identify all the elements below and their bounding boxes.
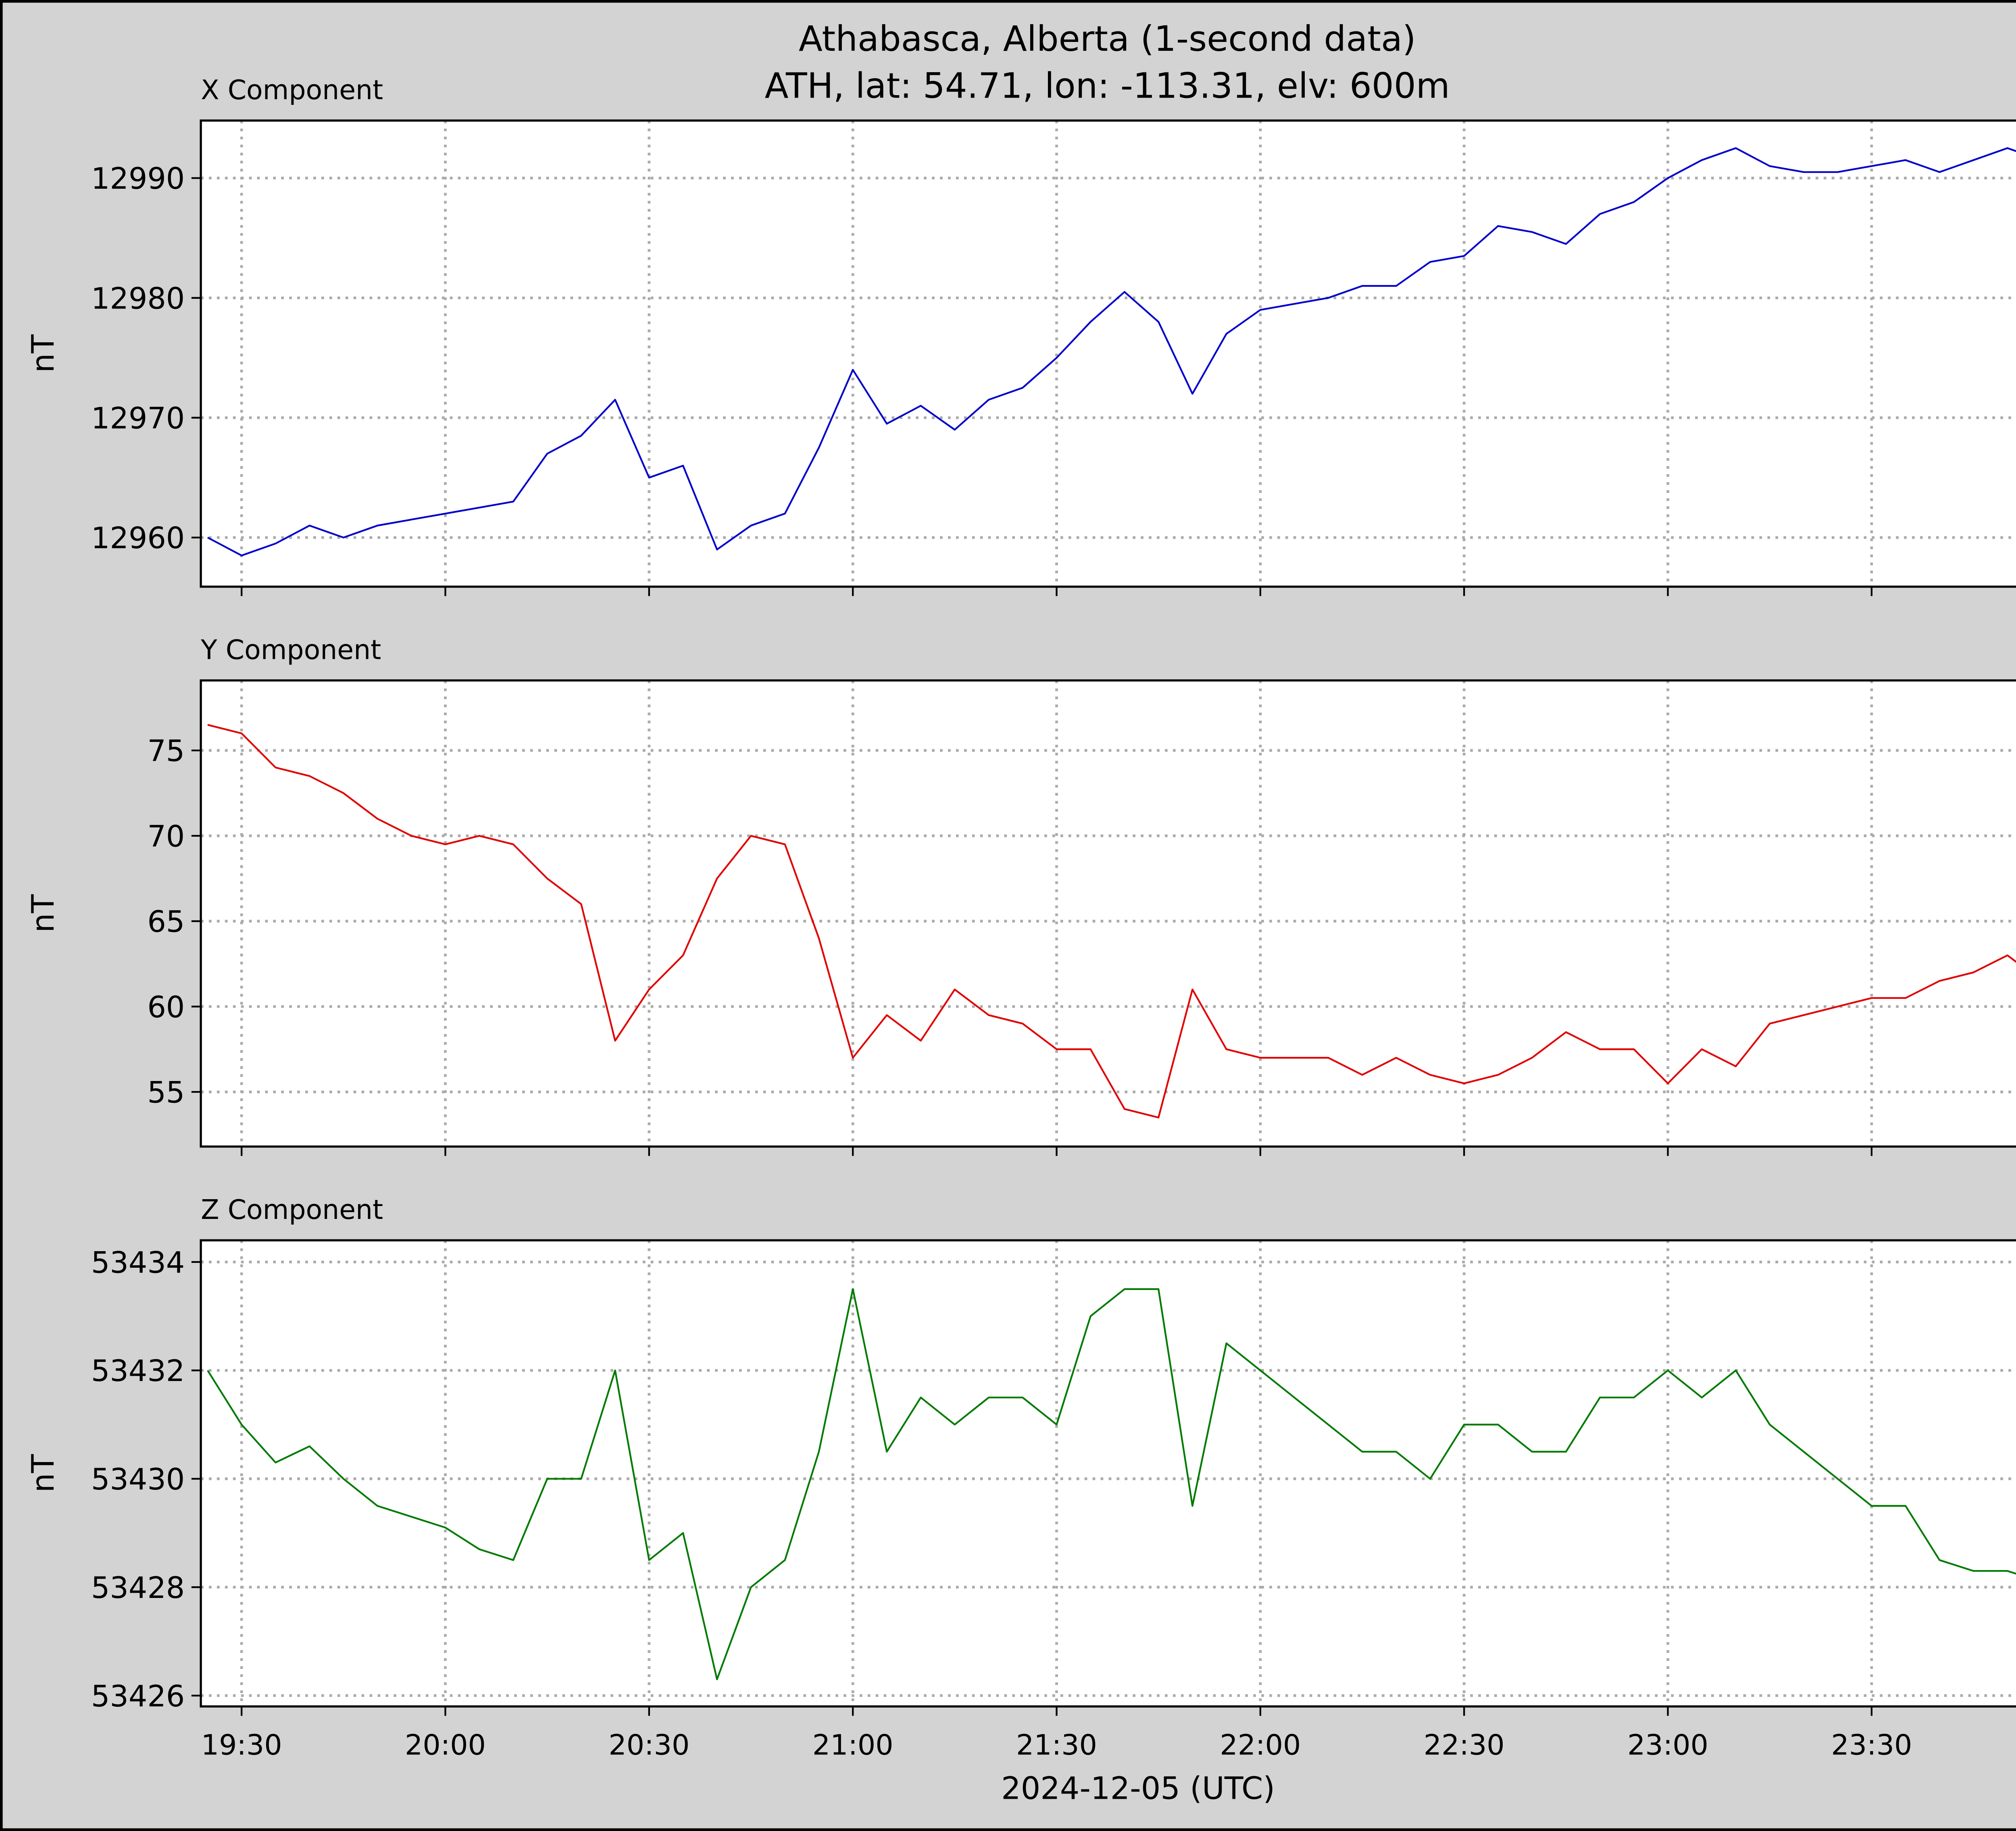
y-tick-label: 12980 — [91, 281, 185, 316]
y-tick-label: 70 — [147, 819, 185, 854]
x-tick-label: 19:30 — [201, 1729, 282, 1762]
x-axis-label: 2024-12-05 (UTC) — [1001, 1771, 1275, 1806]
y-tick-label: 55 — [147, 1076, 185, 1110]
plot-frame — [200, 1239, 2016, 1708]
data-line — [207, 724, 2016, 1119]
data-line — [207, 1288, 2016, 1681]
y-tick-label: 53430 — [91, 1462, 185, 1497]
y-tick-label: 53434 — [91, 1246, 185, 1280]
y-tick-label: 65 — [147, 905, 185, 939]
y-axis-label: nT — [25, 894, 61, 933]
plot-frame — [200, 679, 2016, 1148]
figure-title: Athabasca, Alberta (1-second data) — [799, 19, 1416, 59]
y-tick-label: 53426 — [91, 1679, 185, 1714]
plot-area — [201, 120, 2016, 587]
x-tick-label: 20:30 — [608, 1729, 689, 1762]
x-tick-label: 23:30 — [1831, 1729, 1912, 1762]
plot-frame — [200, 119, 2016, 588]
y-tick-label: 12960 — [91, 521, 185, 556]
figure-subtitle: ATH, lat: 54.71, lon: -113.31, elv: 600m — [765, 66, 1450, 106]
x-tick-label: 20:00 — [405, 1729, 486, 1762]
y-tick-label: 53428 — [91, 1571, 185, 1605]
y-tick-label: 12970 — [91, 402, 185, 436]
y-tick-label: 75 — [147, 734, 185, 769]
y-tick-label: 12990 — [91, 162, 185, 196]
panel-title: X Component — [201, 74, 383, 106]
x-tick-label: 21:30 — [1016, 1729, 1097, 1762]
x-tick-label: 22:30 — [1424, 1729, 1505, 1762]
x-tick-label: 22:00 — [1220, 1729, 1301, 1762]
y-tick-label: 53432 — [91, 1354, 185, 1388]
panel-title: Z Component — [201, 1194, 383, 1225]
plot-area — [201, 680, 2016, 1147]
x-tick-label: 21:00 — [812, 1729, 893, 1762]
x-tick-label: 23:00 — [1627, 1729, 1708, 1762]
data-line — [207, 147, 2016, 556]
panel-title: Y Component — [200, 634, 381, 665]
plot-area — [201, 1240, 2016, 1707]
y-axis-label: nT — [25, 1454, 61, 1492]
y-axis-label: nT — [25, 334, 61, 373]
y-tick-label: 60 — [147, 990, 185, 1025]
